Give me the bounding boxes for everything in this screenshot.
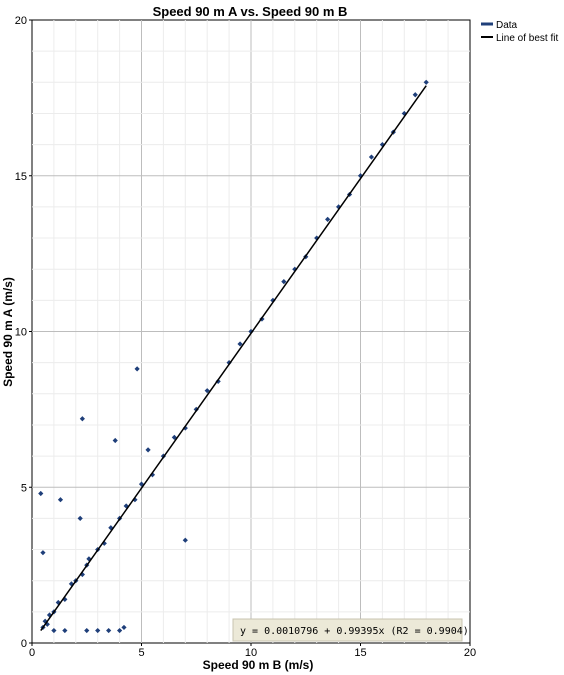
data-point (423, 79, 429, 85)
data-point (112, 437, 118, 444)
y-tick-label: 20 (15, 15, 27, 27)
data-point (62, 596, 68, 602)
data-point (215, 378, 221, 384)
data-point (226, 360, 232, 366)
best-fit-line (40, 85, 427, 632)
data-point (44, 621, 50, 627)
data-point (292, 266, 298, 272)
data-point (336, 204, 342, 210)
data-point (79, 416, 85, 422)
data-point (42, 618, 48, 624)
data-point (149, 472, 156, 478)
data-point (204, 388, 210, 394)
legend-data-label: Data (496, 20, 518, 31)
data-point (38, 490, 44, 497)
x-tick-label: 5 (138, 647, 144, 659)
y-tick-label: 5 (21, 482, 27, 494)
data-point (401, 110, 407, 117)
data-point (77, 515, 83, 521)
legend: Data Line of best fit (481, 20, 558, 44)
data-point (51, 627, 57, 634)
data-point (182, 537, 188, 543)
y-tick-label: 0 (21, 638, 27, 650)
x-tick-label: 0 (29, 647, 35, 659)
y-tick-label: 15 (15, 171, 27, 183)
data-point (379, 142, 385, 148)
legend-fit-label: Line of best fit (496, 33, 558, 44)
data-point (40, 550, 46, 556)
x-axis-title: Speed 90 m B (m/s) (203, 658, 314, 672)
data-point (145, 447, 151, 453)
axis-ticks: 0 5 10 15 20 0 5 10 15 20 (15, 15, 476, 659)
y-tick-label: 10 (15, 327, 27, 339)
data-point (101, 540, 107, 546)
data-point (171, 434, 177, 441)
data-point (68, 581, 75, 587)
data-point (84, 627, 90, 634)
data-point (412, 92, 418, 98)
data-point (106, 627, 112, 634)
data-point (95, 627, 101, 634)
equation-box-background (232, 618, 463, 642)
grid-lines (32, 20, 470, 643)
data-point (132, 497, 138, 503)
x-tick-label: 20 (464, 647, 476, 659)
y-axis-title: Speed 90 m A (m/s) (1, 277, 15, 387)
data-point (57, 497, 64, 503)
data-point (121, 624, 127, 631)
x-tick-label: 10 (245, 647, 257, 659)
data-point (237, 341, 243, 347)
data-point (325, 216, 331, 222)
data-point (55, 599, 61, 606)
equation-text: y = 0.0010796 + 0.99395x (R2 = 0.9904) (240, 626, 469, 637)
data-point (281, 279, 287, 285)
data-point (117, 627, 123, 634)
data-point (270, 297, 276, 303)
best-fit-line-layer (40, 85, 427, 632)
data-point (368, 154, 375, 160)
data-point (62, 627, 68, 634)
data-point (134, 366, 140, 372)
x-tick-label: 15 (354, 647, 366, 659)
chart-title: Speed 90 m A vs. Speed 90 m B (153, 4, 348, 19)
equation-box: y = 0.0010796 + 0.99395x (R2 = 0.9904) (232, 618, 469, 642)
